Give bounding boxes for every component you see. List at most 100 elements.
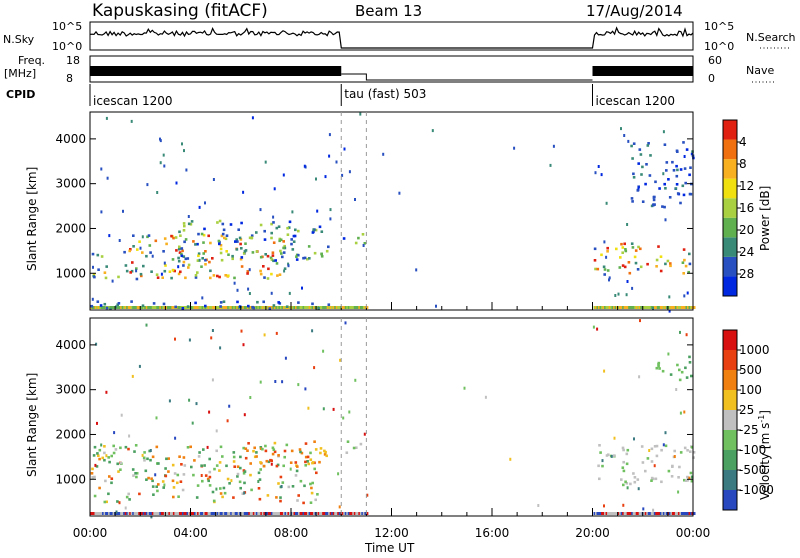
data-cell (142, 306, 146, 309)
colorbar-segment (723, 237, 737, 257)
data-cell (98, 448, 102, 452)
data-cell (632, 306, 636, 309)
time-tick-label: 00:00 (676, 526, 711, 540)
data-cell (634, 306, 637, 309)
data-cell (235, 238, 238, 241)
data-cell (310, 486, 313, 490)
data-cell (678, 378, 682, 382)
data-cell (160, 272, 163, 276)
data-cell (629, 512, 633, 515)
data-cell (90, 472, 94, 475)
data-cell (354, 378, 357, 382)
data-cell (338, 512, 342, 515)
data-cell (270, 462, 273, 466)
data-cell (646, 512, 649, 515)
data-cell (99, 306, 102, 309)
colorbar-tick-label: 20 (739, 223, 754, 237)
data-cell (96, 512, 99, 515)
data-cell (230, 512, 233, 515)
data-cell (115, 305, 117, 309)
data-cell (180, 252, 183, 256)
data-cell (296, 512, 300, 515)
data-cell (202, 241, 205, 244)
data-cell (594, 267, 597, 271)
data-cell (679, 306, 682, 309)
data-cell (263, 333, 266, 337)
data-cell (299, 512, 303, 515)
data-cell (290, 512, 293, 515)
data-cell (108, 475, 111, 478)
data-cell (162, 486, 165, 489)
data-cell (208, 260, 211, 264)
data-cell (298, 306, 301, 309)
data-cell (187, 512, 191, 515)
data-cell (145, 306, 149, 309)
data-cell (206, 477, 210, 481)
data-cell (104, 276, 108, 280)
data-cell (133, 450, 136, 453)
data-cell (129, 248, 132, 251)
data-cell (313, 512, 316, 515)
data-cell (251, 251, 255, 254)
power-ylabel: Slant Range [km] (25, 167, 39, 271)
data-cell (661, 306, 664, 309)
data-cell (275, 512, 278, 515)
data-cell (103, 302, 107, 306)
data-cell (250, 488, 253, 492)
data-cell (337, 472, 340, 476)
data-cell (246, 306, 250, 309)
data-cell (632, 512, 636, 515)
data-cell (231, 512, 235, 515)
data-cell (607, 512, 610, 515)
data-cell (145, 323, 148, 327)
colorbar-tick-label: 12 (739, 179, 754, 193)
data-cell (111, 512, 114, 515)
data-cell (166, 512, 170, 515)
data-cell (329, 208, 332, 212)
data-cell (675, 183, 679, 186)
data-cell (665, 306, 669, 309)
data-cell (605, 512, 609, 515)
data-cell (154, 306, 158, 309)
cpid-segment-label: icescan 1200 (93, 94, 172, 108)
data-cell (289, 467, 292, 471)
data-cell (153, 512, 156, 515)
data-cell (240, 247, 243, 250)
data-cell (644, 512, 648, 515)
data-cell (270, 222, 273, 226)
data-cell (165, 306, 168, 309)
data-cell (124, 264, 128, 267)
data-cell (349, 512, 352, 515)
data-cell (243, 306, 247, 309)
power-frame (89, 111, 694, 311)
data-cell (101, 456, 104, 460)
data-cell (192, 306, 196, 309)
data-cell (172, 495, 175, 499)
data-cell (301, 286, 303, 290)
colorbar-tick-label: 1000 (739, 343, 770, 357)
data-cell (96, 253, 100, 257)
data-cell (162, 306, 165, 309)
data-cell (259, 269, 262, 273)
data-cell (172, 306, 176, 309)
data-cell (279, 475, 283, 479)
data-cell (314, 448, 318, 451)
data-cell (225, 250, 228, 253)
time-tick-label: 12:00 (374, 526, 409, 540)
data-cell (319, 306, 322, 309)
data-cell (290, 242, 293, 246)
data-cell (613, 306, 616, 309)
colorbar-tick-label: -500 (739, 463, 766, 477)
data-cell (669, 262, 672, 265)
data-cell (195, 402, 198, 406)
data-cell (218, 512, 221, 515)
data-cell (123, 306, 126, 309)
data-cell (320, 255, 324, 258)
data-cell (610, 306, 613, 309)
data-cell (151, 455, 155, 459)
data-cell (259, 446, 263, 449)
data-cell (634, 261, 638, 265)
data-cell (110, 477, 114, 480)
data-cell (678, 465, 681, 469)
data-cell (622, 512, 625, 515)
